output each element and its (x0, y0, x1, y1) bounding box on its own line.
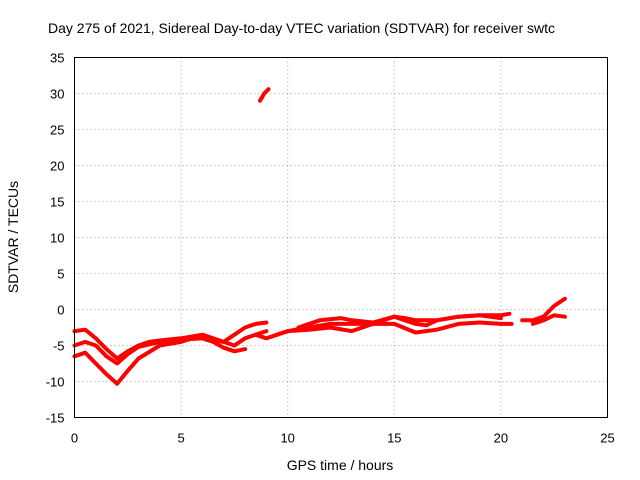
chart-title: Day 275 of 2021, Sidereal Day-to-day VTE… (48, 20, 555, 36)
y-axis-ticks: -15 -10 -5 0 5 10 15 20 25 30 35 (46, 51, 65, 426)
plot-frame (74, 57, 608, 418)
x-axis-ticks: 0 5 10 15 20 25 (71, 431, 615, 446)
y-tick-label: 35 (50, 51, 64, 66)
y-tick-label: 25 (50, 123, 64, 138)
y-axis-label: SDTVAR / TECUs (5, 181, 21, 293)
x-tick-label: 0 (71, 431, 78, 446)
x-tick-label: 10 (280, 431, 294, 446)
grid (74, 57, 608, 418)
y-tick-label: 20 (50, 159, 64, 174)
series-line-track-6 (296, 313, 503, 330)
y-tick-label: 5 (57, 267, 64, 282)
series-line-track-9 (258, 87, 271, 103)
y-tick-label: 15 (50, 195, 64, 210)
y-tick-label: 30 (50, 87, 64, 102)
y-tick-label: -5 (53, 339, 65, 354)
y-tick-label: -15 (46, 411, 65, 426)
x-tick-label: 15 (387, 431, 401, 446)
series-line-track-3 (72, 336, 248, 386)
x-tick-label: 25 (600, 431, 614, 446)
series-line-track-5 (275, 320, 514, 337)
series-line-track-7 (520, 296, 567, 323)
x-tick-label: 20 (494, 431, 508, 446)
x-axis-label: GPS time / hours (287, 457, 394, 473)
y-tick-label: 10 (50, 231, 64, 246)
series-group (72, 87, 567, 386)
x-tick-label: 5 (177, 431, 184, 446)
y-tick-label: -10 (46, 375, 65, 390)
y-tick-label: 0 (57, 303, 64, 318)
series-line-track-2 (72, 329, 269, 366)
series-line-track-8 (530, 313, 567, 326)
